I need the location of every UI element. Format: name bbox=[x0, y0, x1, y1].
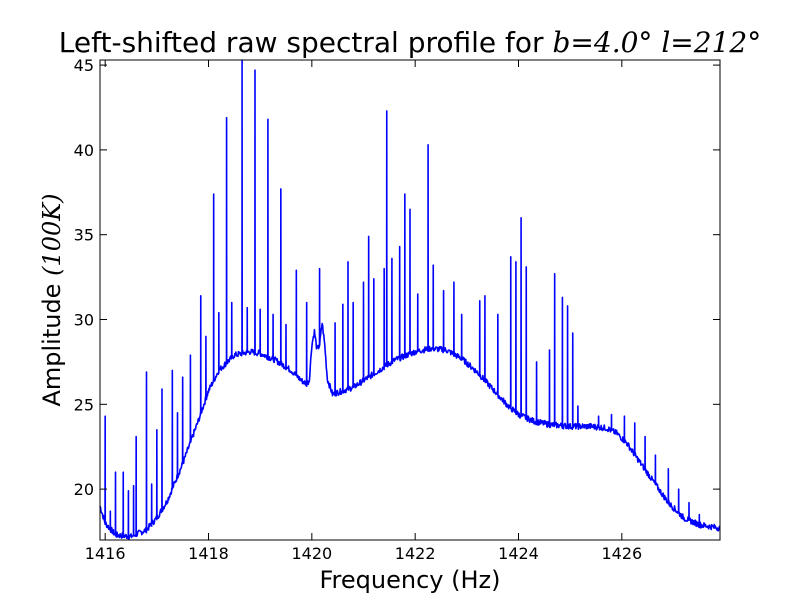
y-axis-label-text: Amplitude bbox=[38, 284, 66, 407]
x-tick-label: 1420 bbox=[291, 544, 332, 563]
spectrum-line bbox=[99, 59, 721, 540]
y-tick-label: 45 bbox=[74, 56, 94, 75]
x-tick-label: 1424 bbox=[498, 544, 539, 563]
longitude-symbol: l bbox=[661, 26, 670, 59]
y-tick-label: 35 bbox=[74, 226, 94, 245]
latitude-symbol: b bbox=[552, 26, 570, 59]
x-tick-label: 1422 bbox=[395, 544, 436, 563]
y-axis-ticks: 20 25 30 35 40 45 bbox=[74, 56, 720, 499]
y-tick-label: 40 bbox=[74, 141, 94, 160]
x-tick-label: 1418 bbox=[188, 544, 229, 563]
latitude-value: 4.0° bbox=[593, 26, 653, 59]
y-axis-unit: (100K) bbox=[38, 193, 66, 275]
plot-area: 1416 1418 1420 1422 1424 1426 20 25 30 35 40 45 bbox=[74, 56, 721, 563]
y-axis-label: Amplitude (100K) bbox=[38, 193, 66, 406]
y-tick-label: 25 bbox=[74, 395, 94, 414]
x-tick-label: 1416 bbox=[85, 544, 126, 563]
x-axis-label: Frequency (Hz) bbox=[320, 566, 501, 594]
y-tick-label: 20 bbox=[74, 480, 94, 499]
plot-frame bbox=[99, 59, 721, 541]
x-axis-ticks: 1416 1418 1420 1422 1424 1426 bbox=[85, 60, 642, 563]
x-tick-label: 1426 bbox=[601, 544, 642, 563]
longitude-value: 212° bbox=[693, 26, 761, 59]
chart-title: Left-shifted raw spectral profile for b=… bbox=[59, 26, 761, 59]
chart-title-text: Left-shifted raw spectral profile for bbox=[59, 26, 544, 59]
y-tick-label: 30 bbox=[74, 311, 94, 330]
